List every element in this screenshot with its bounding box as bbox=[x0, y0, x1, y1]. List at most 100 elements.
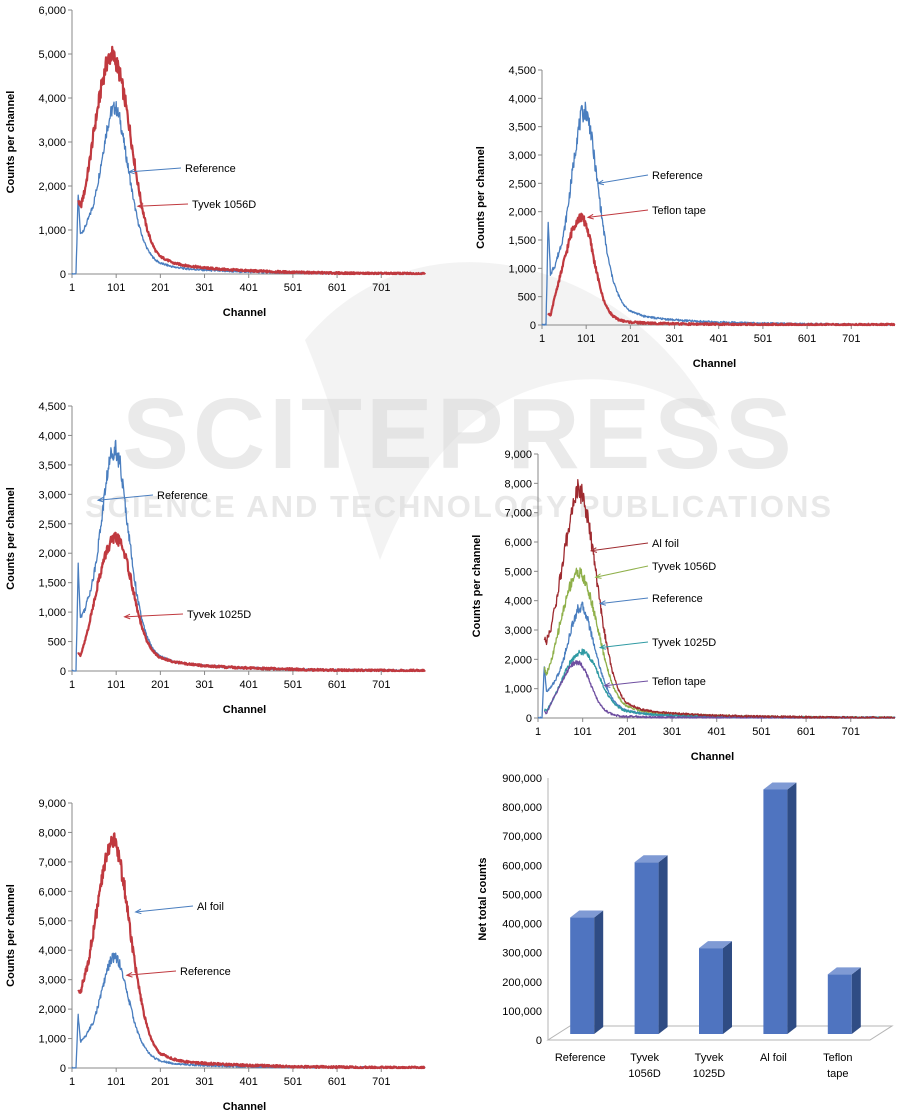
bar-side bbox=[594, 910, 604, 1034]
x-tick-label: 1 bbox=[69, 679, 75, 691]
series-line-tyvek_1025d bbox=[543, 648, 896, 719]
annotation-arrowhead bbox=[586, 213, 594, 220]
x-tick-label: 601 bbox=[328, 1076, 346, 1088]
y-tick-label: 0 bbox=[536, 1035, 542, 1047]
x-category-label: 1056D bbox=[628, 1068, 660, 1080]
bar-top bbox=[763, 782, 797, 790]
x-tick-label: 401 bbox=[708, 726, 726, 738]
y-tick-label: 5,000 bbox=[38, 916, 66, 928]
annotation-arrowhead bbox=[589, 547, 598, 553]
x-tick-label: 201 bbox=[621, 333, 639, 345]
y-tick-label: 400,000 bbox=[502, 919, 542, 931]
x-tick-label: 501 bbox=[284, 282, 302, 294]
y-tick-label: 4,000 bbox=[38, 93, 66, 105]
y-tick-label: 500 bbox=[48, 637, 66, 649]
series-line-reference bbox=[71, 101, 426, 275]
y-tick-label: 1,000 bbox=[38, 607, 66, 619]
watermark-title: SCITEPRESS bbox=[122, 378, 796, 490]
y-tick-label: 100,000 bbox=[502, 1006, 542, 1018]
y-tick-label: 2,500 bbox=[38, 519, 66, 531]
annotation-label: Reference bbox=[652, 593, 703, 605]
x-axis-title: Channel bbox=[223, 704, 266, 716]
bar-top bbox=[570, 910, 604, 918]
bar-side bbox=[851, 967, 861, 1034]
chart-tyvek-1056d: 0 1,000 2,000 3,000 4,000 5,000 6,000 1 101 201 30… bbox=[5, 5, 426, 319]
x-tick-label: 101 bbox=[107, 679, 125, 691]
y-tick-label: 8,000 bbox=[504, 478, 532, 490]
y-tick-label: 1,000 bbox=[38, 1034, 66, 1046]
x-category-label: Reference bbox=[555, 1052, 606, 1064]
annotation-arrowhead bbox=[603, 682, 611, 688]
annotation-arrowhead bbox=[125, 972, 133, 978]
y-tick-label: 0 bbox=[526, 713, 532, 725]
bar bbox=[634, 862, 659, 1034]
annotation-label: Tyvek 1025D bbox=[187, 609, 251, 621]
annotation-label: Teflon tape bbox=[652, 205, 706, 217]
x-tick-label: 301 bbox=[663, 726, 681, 738]
y-tick-label: 300,000 bbox=[502, 948, 542, 960]
x-tick-label: 401 bbox=[240, 1076, 258, 1088]
annotation-label: Reference bbox=[652, 170, 703, 182]
y-tick-label: 0 bbox=[60, 269, 66, 281]
x-category-label: Tyvek bbox=[695, 1052, 724, 1064]
annotation-leader bbox=[598, 174, 649, 184]
annotation-arrowhead bbox=[127, 168, 135, 175]
watermark-swoosh bbox=[305, 262, 720, 560]
y-tick-label: 3,000 bbox=[38, 975, 66, 987]
annotation-leader bbox=[126, 970, 177, 976]
x-tick-label: 1 bbox=[535, 726, 541, 738]
x-axis-title: Channel bbox=[691, 751, 734, 763]
y-tick-label: 5,000 bbox=[504, 566, 532, 578]
annotation-leader bbox=[98, 494, 154, 501]
x-tick-label: 101 bbox=[574, 726, 592, 738]
bar-top bbox=[827, 967, 861, 975]
y-tick-label: 3,500 bbox=[508, 122, 536, 134]
y-tick-label: 1,500 bbox=[38, 578, 66, 590]
annotation-label: Tyvek 1056D bbox=[192, 199, 256, 211]
annotation-arrowhead bbox=[96, 496, 104, 503]
x-tick-label: 401 bbox=[710, 333, 728, 345]
y-tick-label: 200,000 bbox=[502, 977, 542, 989]
watermark: SCITEPRESS SCIENCE AND TECHNOLOGY PUBLIC… bbox=[85, 262, 831, 560]
y-tick-label: 4,000 bbox=[504, 596, 532, 608]
x-tick-label: 301 bbox=[195, 282, 213, 294]
x-tick-label: 601 bbox=[798, 333, 816, 345]
y-tick-label: 9,000 bbox=[504, 449, 532, 461]
x-tick-label: 501 bbox=[754, 333, 772, 345]
y-tick-label: 2,000 bbox=[38, 548, 66, 560]
y-tick-label: 3,000 bbox=[504, 625, 532, 637]
x-tick-label: 1 bbox=[69, 282, 75, 294]
annotation-label: Reference bbox=[180, 966, 231, 978]
y-tick-label: 3,000 bbox=[38, 489, 66, 501]
annotation-label: Teflon tape bbox=[652, 676, 706, 688]
annotation-leader bbox=[135, 905, 194, 913]
annotation-leader bbox=[587, 209, 649, 218]
x-tick-label: 701 bbox=[372, 1076, 390, 1088]
y-tick-label: 8,000 bbox=[38, 827, 66, 839]
x-tick-label: 501 bbox=[752, 726, 770, 738]
annotation-arrowhead bbox=[123, 613, 131, 620]
annotation-arrowhead bbox=[594, 573, 602, 579]
x-tick-label: 601 bbox=[797, 726, 815, 738]
y-axis-title: Counts per channel bbox=[5, 91, 17, 194]
annotation-arrowhead bbox=[598, 644, 607, 650]
x-tick-label: 1 bbox=[69, 1076, 75, 1088]
y-tick-label: 1,500 bbox=[508, 235, 536, 247]
y-tick-label: 0 bbox=[60, 1063, 66, 1075]
series-line-modified bbox=[77, 45, 426, 276]
bar-top bbox=[699, 941, 732, 949]
bar bbox=[570, 917, 595, 1034]
y-tick-label: 2,500 bbox=[508, 178, 536, 190]
y-tick-label: 6,000 bbox=[504, 537, 532, 549]
y-tick-label: 3,500 bbox=[38, 460, 66, 472]
bar bbox=[699, 948, 723, 1034]
bar-side bbox=[658, 855, 668, 1034]
x-tick-label: 701 bbox=[372, 679, 390, 691]
annotation-arrowhead bbox=[136, 203, 144, 209]
x-tick-label: 201 bbox=[151, 1076, 169, 1088]
x-tick-label: 501 bbox=[284, 1076, 302, 1088]
y-tick-label: 500 bbox=[518, 292, 536, 304]
x-tick-label: 301 bbox=[195, 679, 213, 691]
y-tick-label: 700,000 bbox=[502, 831, 542, 843]
annotation-arrowhead bbox=[598, 600, 607, 606]
